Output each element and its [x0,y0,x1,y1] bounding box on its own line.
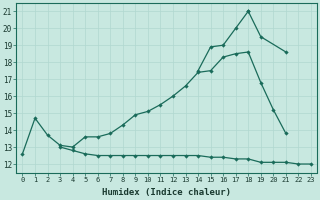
X-axis label: Humidex (Indice chaleur): Humidex (Indice chaleur) [102,188,231,197]
